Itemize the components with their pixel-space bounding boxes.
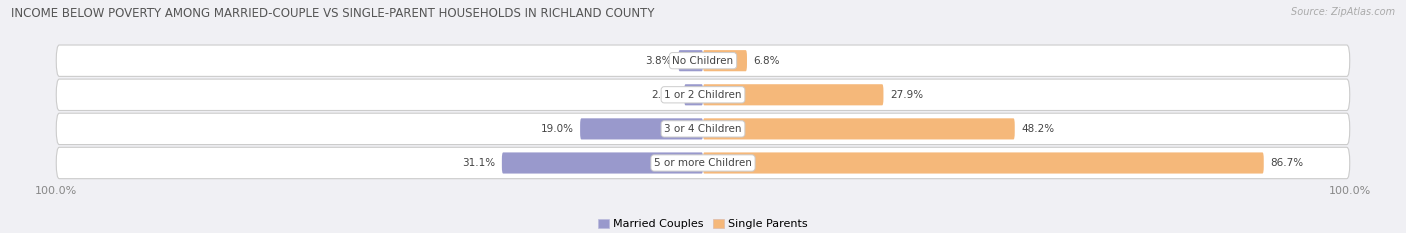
FancyBboxPatch shape [703, 152, 1264, 174]
FancyBboxPatch shape [56, 147, 1350, 179]
Text: 2.9%: 2.9% [651, 90, 678, 100]
Text: 5 or more Children: 5 or more Children [654, 158, 752, 168]
Text: No Children: No Children [672, 56, 734, 66]
FancyBboxPatch shape [56, 79, 1350, 110]
Text: 27.9%: 27.9% [890, 90, 922, 100]
Text: 6.8%: 6.8% [754, 56, 780, 66]
FancyBboxPatch shape [703, 84, 883, 105]
Text: Source: ZipAtlas.com: Source: ZipAtlas.com [1291, 7, 1395, 17]
FancyBboxPatch shape [56, 45, 1350, 76]
Text: 1 or 2 Children: 1 or 2 Children [664, 90, 742, 100]
Text: 19.0%: 19.0% [541, 124, 574, 134]
Text: 31.1%: 31.1% [463, 158, 495, 168]
Text: 3.8%: 3.8% [645, 56, 672, 66]
FancyBboxPatch shape [679, 50, 703, 71]
Text: INCOME BELOW POVERTY AMONG MARRIED-COUPLE VS SINGLE-PARENT HOUSEHOLDS IN RICHLAN: INCOME BELOW POVERTY AMONG MARRIED-COUPL… [11, 7, 655, 20]
FancyBboxPatch shape [685, 84, 703, 105]
FancyBboxPatch shape [502, 152, 703, 174]
Legend: Married Couples, Single Parents: Married Couples, Single Parents [598, 219, 808, 229]
FancyBboxPatch shape [703, 118, 1015, 140]
FancyBboxPatch shape [581, 118, 703, 140]
FancyBboxPatch shape [56, 113, 1350, 144]
FancyBboxPatch shape [703, 50, 747, 71]
Text: 48.2%: 48.2% [1021, 124, 1054, 134]
Text: 3 or 4 Children: 3 or 4 Children [664, 124, 742, 134]
Text: 86.7%: 86.7% [1270, 158, 1303, 168]
